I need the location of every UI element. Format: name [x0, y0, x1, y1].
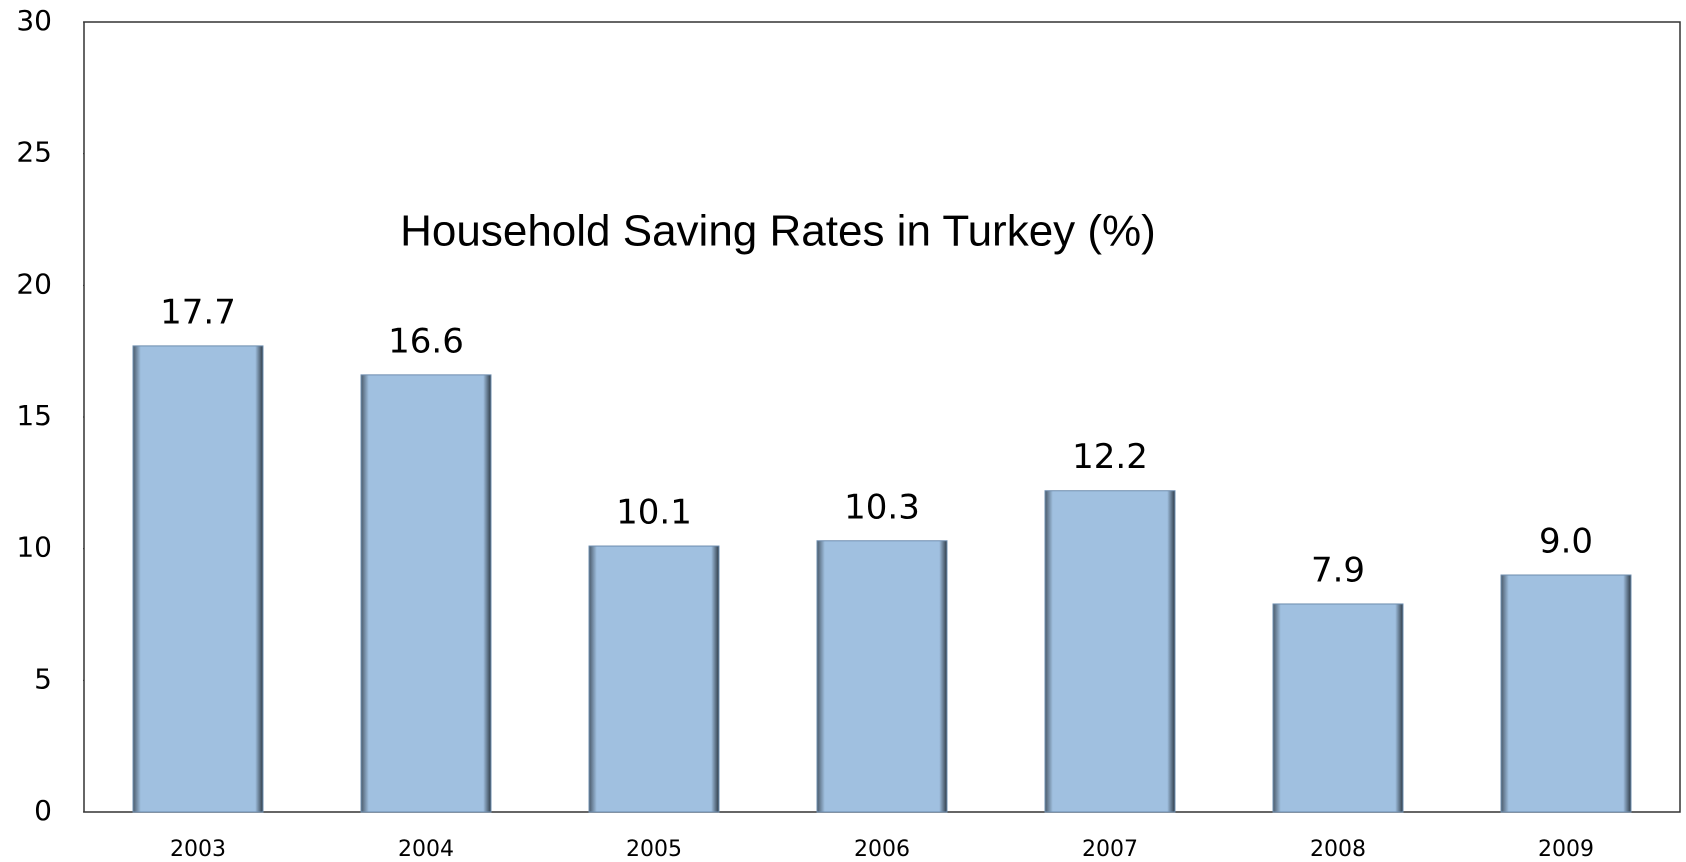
x-tick-label: 2004: [398, 837, 454, 862]
data-label: 10.1: [616, 493, 692, 533]
x-tick-label: 2003: [170, 837, 226, 862]
y-tick-label: 30: [16, 4, 52, 37]
y-tick-label: 5: [34, 662, 52, 695]
x-tick-label: 2009: [1538, 837, 1594, 862]
bar: [816, 540, 948, 813]
data-label: 17.7: [160, 292, 236, 332]
data-label: 9.0: [1539, 522, 1593, 562]
y-tick-label: 20: [16, 267, 52, 300]
x-tick-label: 2008: [1310, 837, 1366, 862]
bar: [360, 374, 492, 813]
y-tick-label: 0: [34, 794, 52, 827]
data-label: 7.9: [1311, 550, 1365, 590]
y-tick-label: 10: [16, 531, 52, 564]
data-label: 12.2: [1072, 437, 1148, 477]
x-tick-label: 2006: [854, 837, 910, 862]
y-tick-label: 25: [16, 136, 52, 169]
bar: [132, 345, 264, 813]
data-label: 16.6: [388, 321, 464, 361]
data-label: 10.3: [844, 487, 920, 527]
chart-title: Household Saving Rates in Turkey (%): [400, 207, 1156, 256]
bar: [1500, 574, 1632, 813]
x-tick-label: 2007: [1082, 837, 1138, 862]
x-tick-label: 2005: [626, 837, 682, 862]
bar: [1044, 490, 1176, 813]
y-tick-label: 15: [16, 399, 52, 432]
bar: [1272, 603, 1404, 813]
bar: [588, 545, 720, 813]
